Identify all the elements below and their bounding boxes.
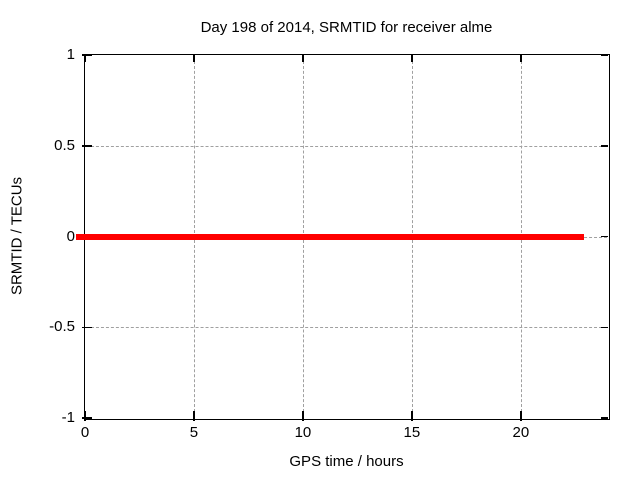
y-tick-mark (82, 326, 92, 328)
gridline-horizontal (86, 327, 607, 329)
x-tick-mark-top (302, 55, 304, 62)
y-tick-mark (82, 145, 92, 147)
x-tick-mark-top (520, 55, 522, 62)
x-tick-mark (302, 411, 304, 421)
x-tick-label: 0 (80, 424, 90, 441)
y-tick-label: 0 (66, 227, 75, 245)
data-line-srmtid (76, 233, 585, 240)
x-tick-label: 10 (294, 424, 312, 441)
x-tick-mark (193, 411, 195, 421)
y-axis-label: SRMTID / TECUs (8, 176, 26, 296)
x-tick-label: 15 (403, 424, 421, 441)
y-tick-label: -1 (61, 409, 75, 426)
gridline-horizontal (86, 145, 607, 147)
y-tick-mark (82, 54, 92, 56)
x-tick-mark-top (411, 55, 413, 62)
x-axis-label: GPS time / hours (289, 453, 404, 470)
y-tick-mark-right (601, 417, 608, 419)
y-tick-label: 1 (66, 46, 75, 63)
x-tick-mark-top (84, 55, 86, 62)
y-tick-mark-right (601, 235, 608, 238)
y-tick-label: -0.5 (49, 318, 75, 336)
x-tick-mark (84, 411, 86, 421)
y-tick-mark (82, 417, 92, 419)
y-tick-mark-right (601, 54, 608, 56)
y-tick-mark-right (601, 145, 608, 147)
x-tick-mark (411, 411, 413, 421)
y-tick-mark-right (601, 326, 608, 328)
x-tick-mark (520, 411, 522, 421)
x-tick-label: 5 (189, 424, 199, 441)
y-tick-label: 0.5 (54, 136, 75, 154)
chart-title: Day 198 of 2014, SRMTID for receiver alm… (200, 19, 493, 36)
x-tick-mark-top (193, 55, 195, 62)
x-tick-label: 20 (512, 424, 530, 441)
